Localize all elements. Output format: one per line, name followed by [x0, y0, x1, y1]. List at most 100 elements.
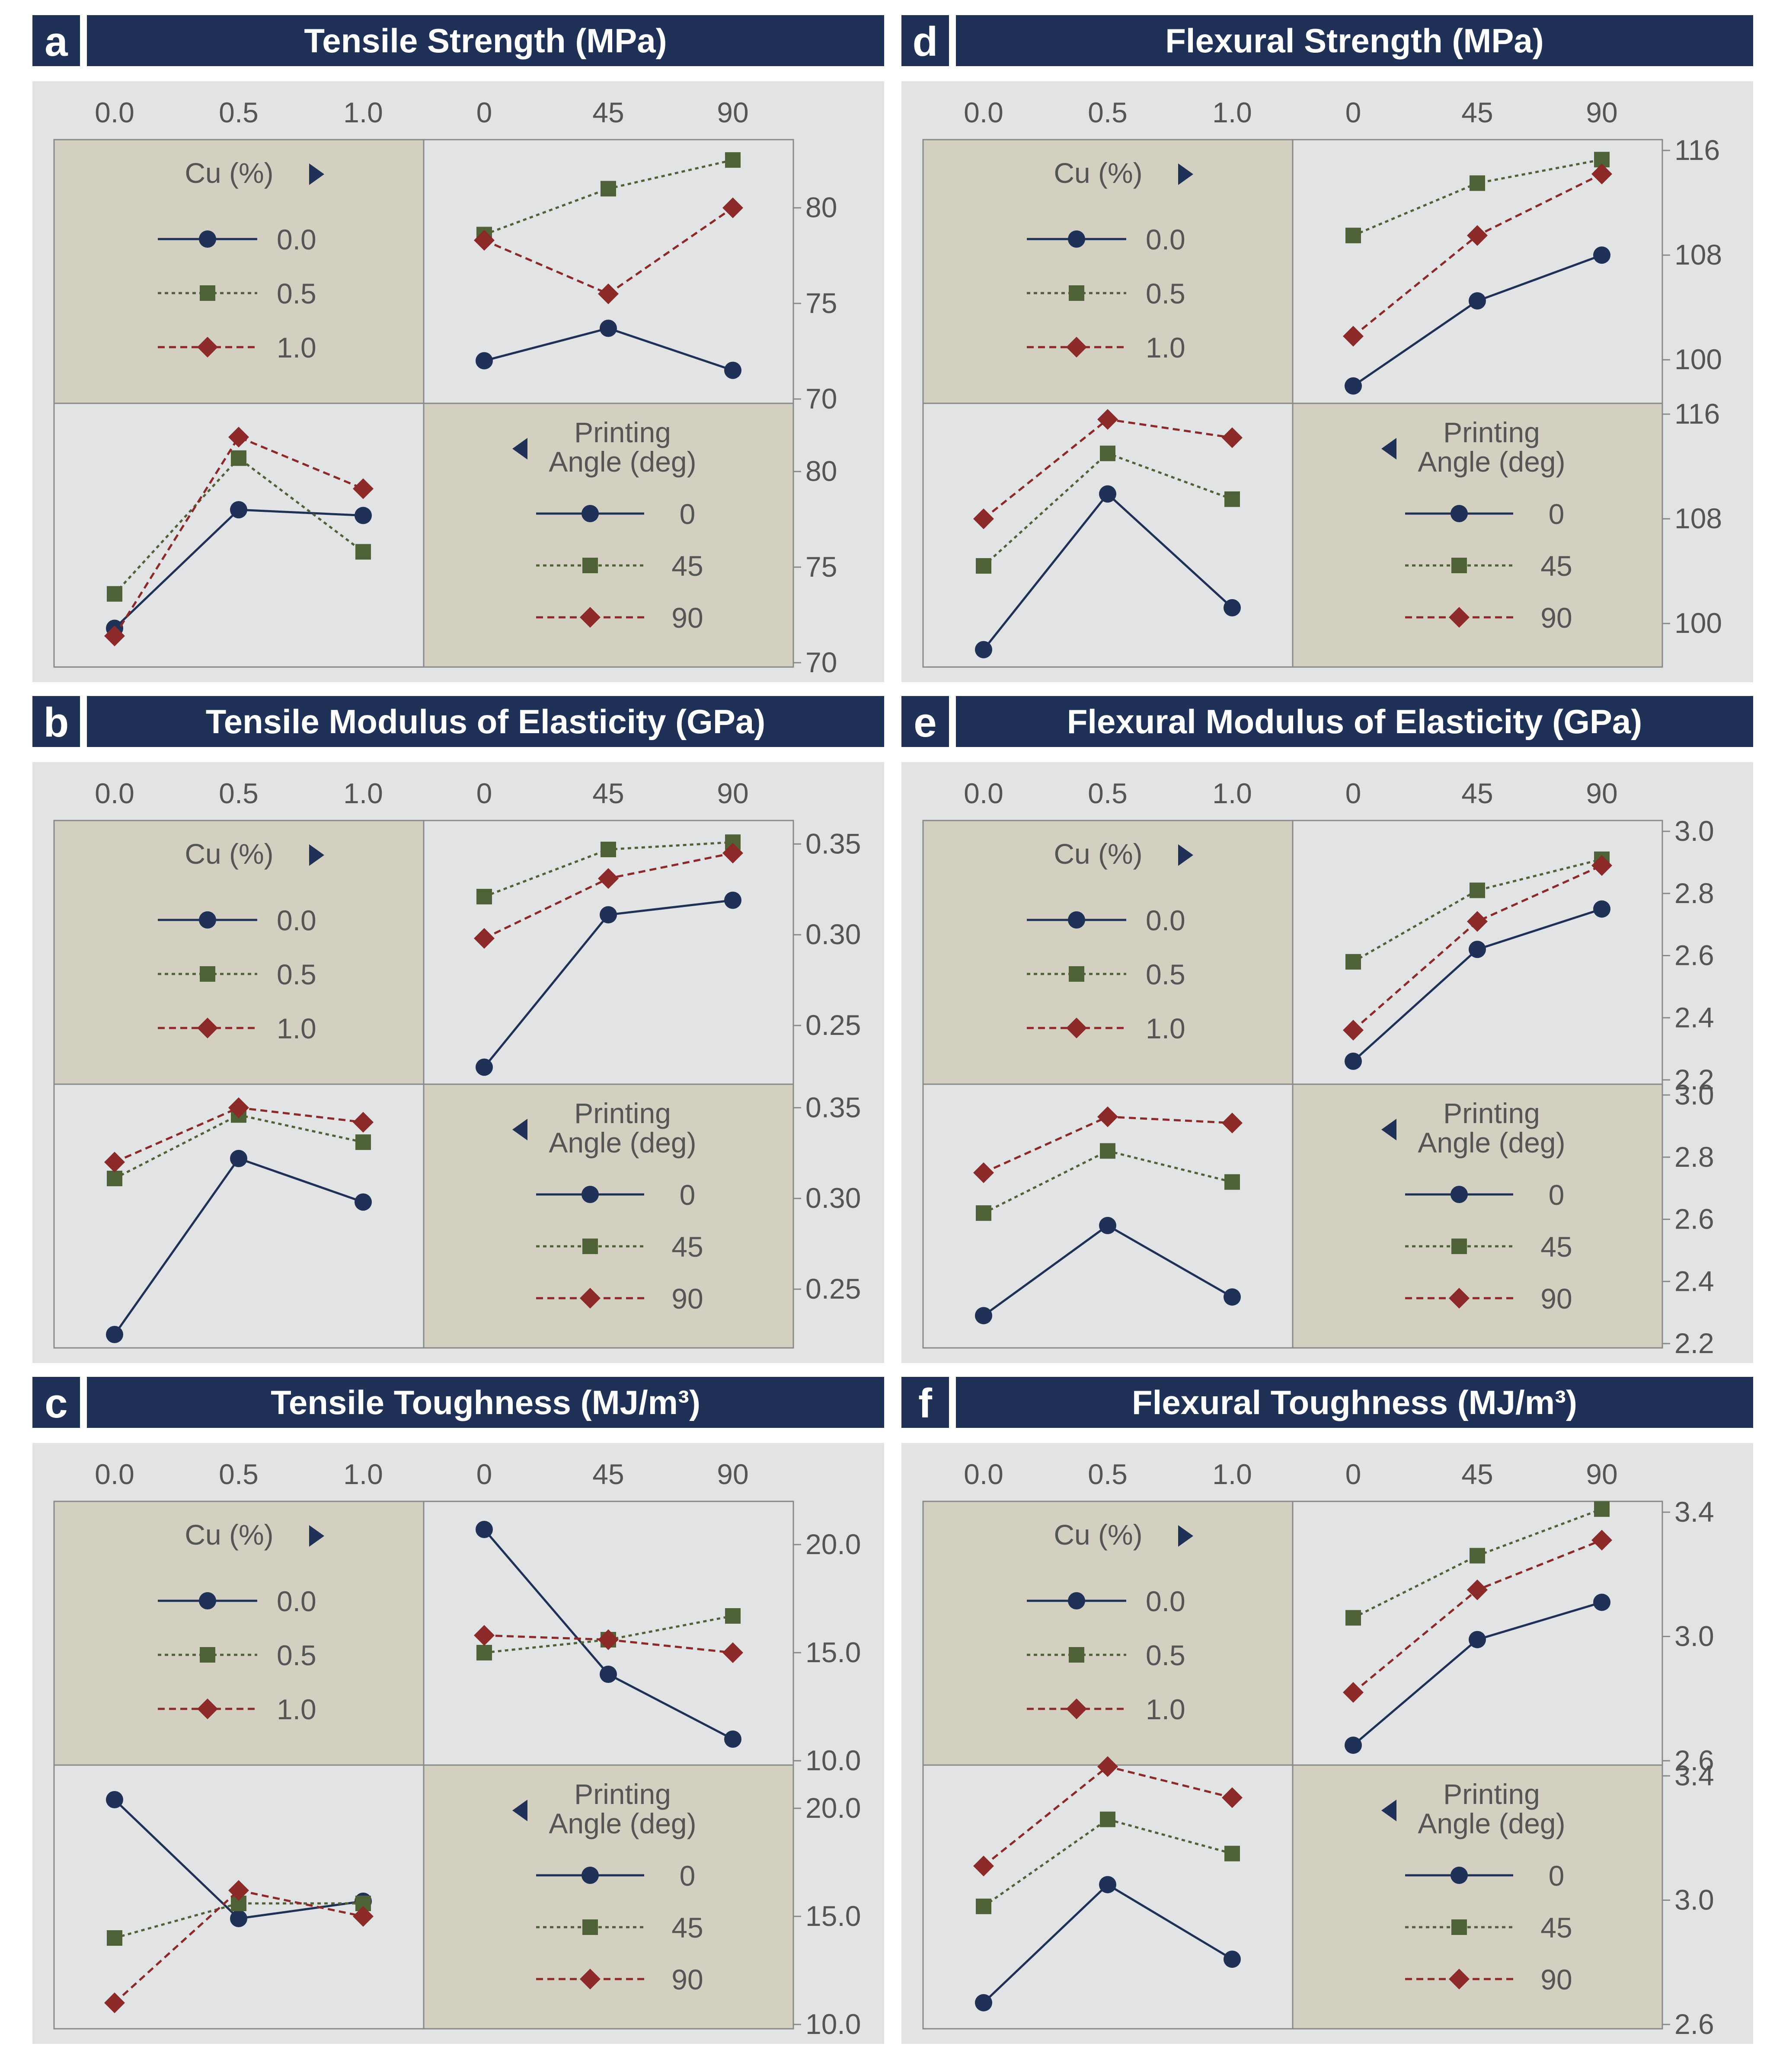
legend-swatch-marker: [1068, 230, 1085, 248]
data-point-45-2: [1224, 1845, 1240, 1861]
legend-cu-title: Cu (%): [1054, 1519, 1142, 1551]
cu-legend-cell: [922, 1501, 1294, 1766]
legend-swatch-marker: [582, 1239, 598, 1254]
data-point-0-0: [975, 641, 992, 658]
y-tick-label: 3.4: [1674, 1496, 1714, 1528]
panel-letter: e: [914, 699, 936, 746]
data-point-0-1: [230, 501, 247, 519]
data-point-45-0: [107, 1930, 122, 1946]
data-point-0.5-0: [1345, 954, 1361, 970]
data-point-45-2: [1224, 1174, 1240, 1190]
legend-swatch-marker: [581, 1867, 599, 1884]
series-line-0.5: [1352, 858, 1602, 963]
chart-title: Tensile Modulus of Elasticity (GPa): [206, 702, 765, 741]
data-point-0.0-2: [1593, 900, 1610, 918]
data-point-0-2: [1224, 599, 1241, 616]
legend-cu-item: 1.0: [1146, 332, 1185, 364]
legend-angle-title-line2: Angle (deg): [1418, 1807, 1565, 1839]
y-tick-label: 3.0: [1674, 1079, 1714, 1111]
chart-title: Flexural Toughness (MJ/m³): [1132, 1383, 1577, 1421]
chart-title: Flexural Strength (MPa): [1165, 22, 1543, 60]
data-point-1.0-0: [474, 230, 495, 251]
data-point-45-0: [107, 586, 122, 602]
legend-angle-title-line2: Angle (deg): [1418, 1127, 1565, 1159]
y-tick-label: 116: [1674, 398, 1720, 430]
y-tick-label: 100: [1674, 343, 1722, 375]
legend-swatch-marker: [581, 505, 599, 522]
x-tick-label-cu: 1.0: [1212, 777, 1252, 809]
data-point-45-0: [107, 1171, 122, 1187]
legend-angle-item: 90: [671, 602, 703, 634]
legend-swatch-marker: [199, 911, 216, 929]
data-point-90-2: [1222, 1112, 1243, 1133]
left-arrow-icon: [512, 1800, 527, 1821]
x-tick-label-angle: 0: [476, 96, 492, 128]
data-point-0-1: [1099, 1216, 1116, 1234]
cu-legend-cell: [53, 1501, 425, 1766]
panel-letter: d: [913, 19, 938, 65]
legend-cu-item: 0.5: [277, 278, 316, 310]
x-tick-label-cu: 1.0: [343, 777, 383, 809]
data-point-90-1: [1097, 1106, 1118, 1127]
legend-swatch-marker: [1069, 1647, 1084, 1663]
data-point-45-2: [1224, 491, 1240, 507]
data-point-1.0-1: [1467, 225, 1488, 246]
legend-swatch-marker: [1069, 966, 1084, 982]
legend-swatch-marker: [1451, 558, 1467, 573]
data-point-0.5-1: [1470, 175, 1485, 191]
y-tick-label: 10.0: [805, 2008, 861, 2040]
data-point-0-0: [975, 1994, 992, 2011]
panel-letter: c: [45, 1380, 67, 1427]
cu-effect-plot-area: [922, 1764, 1294, 2030]
legend-angle-item: 0: [680, 1860, 696, 1892]
data-point-0-1: [230, 1910, 247, 1927]
legend-swatch-marker: [1066, 1698, 1087, 1719]
data-point-90-2: [353, 1906, 374, 1927]
data-point-1.0-1: [598, 868, 619, 889]
data-point-0.0-1: [1469, 1631, 1486, 1648]
data-point-0.5-1: [601, 841, 616, 857]
legend-swatch-marker: [197, 1698, 218, 1719]
right-arrow-icon: [309, 844, 324, 866]
y-tick-label: 2.4: [1674, 1001, 1714, 1033]
data-point-90-2: [1222, 427, 1243, 448]
x-tick-label-angle: 45: [592, 777, 624, 809]
data-point-0-0: [106, 1791, 123, 1808]
data-point-45-2: [355, 544, 371, 560]
x-tick-label-angle: 45: [1461, 96, 1493, 128]
y-tick-label: 0.35: [805, 1091, 861, 1123]
legend-angle-item: 90: [671, 1283, 703, 1315]
legend-cu-item: 0.0: [1146, 904, 1185, 936]
legend-angle-title-line2: Angle (deg): [549, 446, 696, 478]
angle-legend-cell: [1292, 1764, 1663, 2030]
legend-angle-item: 45: [671, 550, 703, 582]
legend-cu-item: 0.0: [277, 223, 316, 255]
x-tick-label-cu: 0.0: [964, 1458, 1003, 1490]
left-arrow-icon: [512, 1119, 527, 1140]
legend-angle-item: 45: [1540, 1231, 1572, 1263]
x-tick-label-cu: 0.5: [219, 1458, 259, 1490]
data-point-1.0-0: [1343, 1682, 1364, 1703]
x-tick-label-cu: 1.0: [1212, 96, 1252, 128]
legend-swatch-marker: [199, 1592, 216, 1609]
legend-angle-item: 90: [1540, 1283, 1572, 1315]
legend-angle-item: 0: [1549, 1860, 1565, 1892]
legend-angle-item: 0: [1549, 1179, 1565, 1211]
y-tick-label: 100: [1674, 607, 1722, 639]
data-point-0.0-2: [724, 1730, 741, 1748]
legend-swatch-marker: [580, 607, 601, 628]
x-tick-label-angle: 45: [592, 1458, 624, 1490]
legend-swatch-marker: [1069, 285, 1084, 301]
x-tick-label-cu: 0.5: [219, 777, 259, 809]
data-point-0.0-2: [724, 361, 741, 379]
y-tick-label: 70: [805, 383, 837, 415]
data-point-90-0: [104, 1152, 125, 1173]
data-point-1.0-0: [474, 928, 495, 949]
data-point-0.5-2: [725, 1608, 741, 1624]
legend-cu-item: 0.0: [1146, 1585, 1185, 1617]
chart-panel-e: e Flexural Modulus of Elasticity (GPa) 0.0…: [901, 696, 1753, 1363]
legend-cu-item: 0.0: [1146, 223, 1185, 255]
legend-angle-title-line2: Angle (deg): [1418, 446, 1565, 478]
data-point-0.5-1: [1470, 882, 1485, 898]
data-point-0.5-0: [476, 1645, 492, 1660]
